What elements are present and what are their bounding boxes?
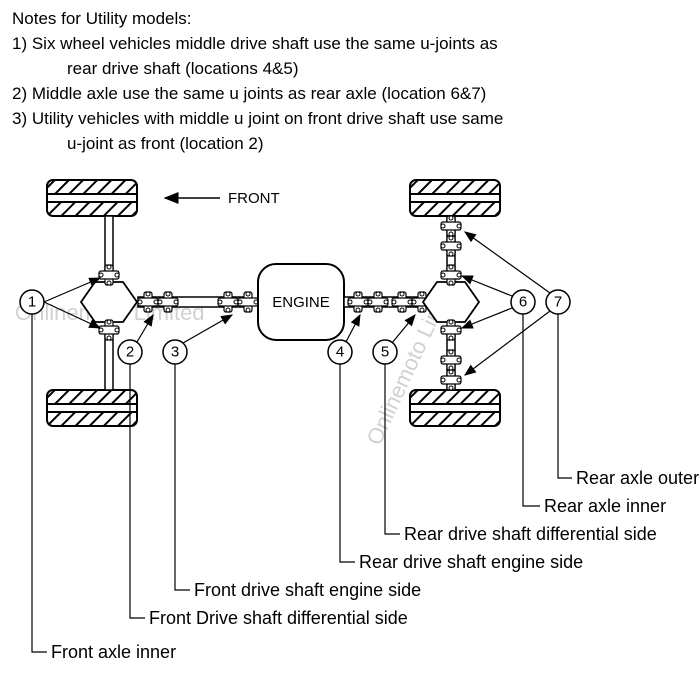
svg-text:6: 6 [519, 294, 527, 311]
svg-text:2: 2 [126, 344, 134, 361]
front-arrow-label: FRONT [165, 190, 280, 207]
svg-text:Rear axle inner: Rear axle inner [544, 496, 666, 516]
ujoint-loc3 [218, 292, 238, 312]
notes-title: Notes for Utility models: [12, 8, 688, 31]
ujoint-loc7-bot [441, 370, 461, 390]
svg-text:4: 4 [336, 344, 344, 361]
svg-text:7: 7 [554, 294, 562, 311]
svg-text:5: 5 [381, 344, 389, 361]
label-texts: Rear axle outer Rear axle inner Rear dri… [51, 468, 699, 662]
drivetrain-diagram: Onlinemoto Limited Onlinemoto Limited [0, 160, 700, 700]
svg-text:Front Drive shaft differential: Front Drive shaft differential side [149, 608, 408, 628]
notes-block: Notes for Utility models: 1) Six wheel v… [0, 0, 700, 156]
rear-axle-group [410, 180, 500, 426]
note-1a: 1) Six wheel vehicles middle drive shaft… [12, 33, 688, 56]
note-2: 2) Middle axle use the same u joints as … [12, 83, 688, 106]
ujoint-loc6-bot [441, 320, 461, 340]
engine-block: ENGINE [258, 264, 344, 340]
svg-text:Front axle inner: Front axle inner [51, 642, 176, 662]
rear-driveshaft [344, 292, 432, 312]
svg-text:3: 3 [171, 344, 179, 361]
ujoint-loc5 [392, 292, 412, 312]
svg-text:ENGINE: ENGINE [272, 294, 330, 311]
note-3b: u-joint as front (location 2) [12, 133, 264, 156]
ujoint-loc4 [348, 292, 368, 312]
svg-text:Rear drive shaft engine side: Rear drive shaft engine side [359, 552, 583, 572]
note-1b: rear drive shaft (locations 4&5) [12, 58, 299, 81]
note-3a: 3) Utility vehicles with middle u joint … [12, 108, 688, 131]
svg-text:FRONT: FRONT [228, 190, 280, 207]
ujoint-loc7-top [441, 216, 461, 236]
svg-text:Rear drive shaft differential: Rear drive shaft differential side [404, 524, 657, 544]
svg-text:Rear axle outer: Rear axle outer [576, 468, 699, 488]
svg-text:1: 1 [28, 294, 36, 311]
svg-text:Front drive shaft engine side: Front drive shaft engine side [194, 580, 421, 600]
